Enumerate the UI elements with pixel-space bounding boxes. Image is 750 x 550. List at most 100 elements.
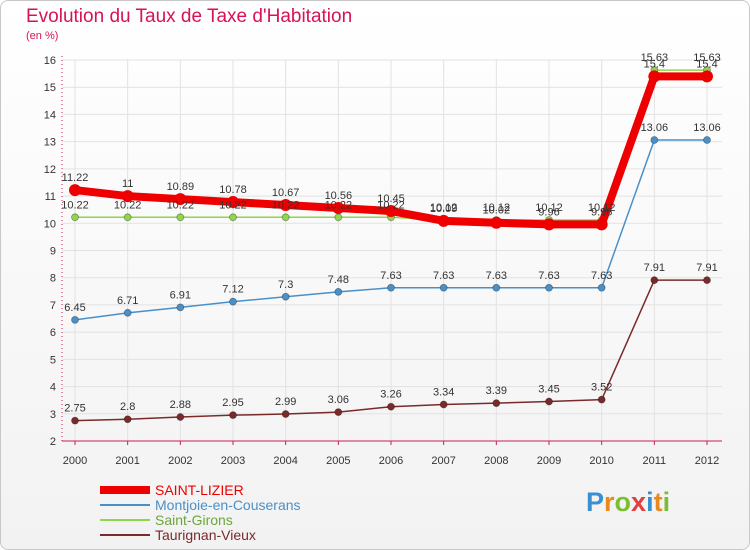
logo-letter: i [646,487,654,517]
data-label: 13.06 [693,122,721,134]
data-point [703,136,711,144]
data-label: 3.45 [538,384,559,396]
data-point [176,303,185,312]
x-tick-label: 2008 [484,455,508,467]
data-label: 3.34 [433,387,454,399]
chart-title: Evolution du Taux de Taxe d'Habitation [26,6,353,27]
data-label: 10.12 [588,202,616,214]
data-label: 3.06 [328,394,349,406]
data-point [229,213,237,222]
y-tick-label: 7 [50,300,56,312]
data-label: 6.91 [170,289,191,301]
data-label: 7.63 [486,270,507,282]
logo-letter: i [662,487,671,517]
data-point [545,397,553,406]
data-point [545,283,553,292]
data-point [648,70,661,83]
data-label: 15.4 [644,58,665,70]
data-point [490,216,503,229]
data-label: 7.91 [644,262,665,274]
legend-label: Saint-Girons [155,512,233,528]
data-label: 11 [122,178,133,190]
data-point [71,315,79,324]
x-tick-label: 2009 [537,455,561,467]
data-label: 10.22 [167,199,195,211]
data-point [279,199,292,212]
data-label: 9.96 [538,206,559,218]
data-point [334,408,343,417]
data-point [334,287,343,296]
y-tick-label: 3 [50,409,56,421]
x-tick-label: 2012 [695,455,719,467]
logo-letter: t [653,487,663,517]
legend-item: Montjoie-en-Couserans [100,498,360,513]
data-label: 9.96 [591,206,612,218]
data-label: 10.22 [61,199,89,211]
x-tick-label: 2011 [643,455,667,467]
legend-item: SAINT-LIZIER [100,483,360,498]
data-label: 2.99 [275,396,296,408]
data-point [71,213,79,222]
data-label: 10.12 [535,202,563,214]
y-tick-label: 9 [50,246,56,258]
data-label: 3.26 [380,389,401,401]
data-label: 10.22 [219,199,247,211]
logo-letter: x [631,487,647,517]
data-point [543,218,555,231]
data-label: 6.71 [117,295,138,307]
data-label: 7.48 [328,274,349,286]
data-label: 7.91 [696,262,717,274]
data-label: 7.63 [591,270,612,282]
data-point [439,283,448,292]
data-label: 10.22 [325,199,353,211]
legend-item: Saint-Girons [100,513,360,528]
data-point [69,184,81,197]
x-tick-label: 2007 [431,455,455,467]
data-point [229,411,237,420]
data-label: 15.63 [693,52,721,64]
y-tick-label: 11 [45,191,56,203]
data-label: 2.8 [120,401,135,413]
data-point [703,276,711,285]
data-point [123,415,132,424]
y-tick-label: 10 [44,218,56,230]
data-point [595,218,608,231]
data-label: 10.22 [114,199,142,211]
data-point [281,213,290,222]
data-label: 10.02 [483,205,511,217]
data-label: 10.22 [377,199,405,211]
data-point [492,399,501,408]
y-tick-label: 15 [44,82,56,94]
data-point [281,292,290,301]
proxiti-logo: Proxiti [586,487,670,518]
data-point [650,136,659,144]
data-point [387,283,395,292]
y-tick-label: 6 [50,327,56,339]
data-point [387,402,395,411]
data-label: 10.45 [377,193,405,205]
data-point [121,190,134,203]
data-label: 10.09 [430,203,458,215]
y-tick-label: 13 [44,137,56,149]
data-point [385,205,397,218]
logo-letter: r [604,487,615,517]
x-tick-label: 2006 [379,455,403,467]
data-point [123,213,132,222]
legend-label: SAINT-LIZIER [155,482,244,498]
legend-label: Montjoie-en-Couserans [155,497,301,513]
data-point [437,214,450,227]
x-tick-label: 2001 [115,455,139,467]
data-label: 7.63 [538,270,559,282]
data-label: 3.39 [486,385,507,397]
data-label: 15.63 [641,52,669,64]
data-label: 3.52 [591,382,612,394]
data-label: 2.88 [170,399,191,411]
data-point [123,308,132,317]
legend-swatch [100,534,150,536]
y-tick-label: 5 [50,354,56,366]
data-label: 7.12 [222,284,243,296]
legend-swatch [100,519,150,521]
data-label: 11.22 [62,172,89,184]
data-label: 10.89 [167,181,195,193]
